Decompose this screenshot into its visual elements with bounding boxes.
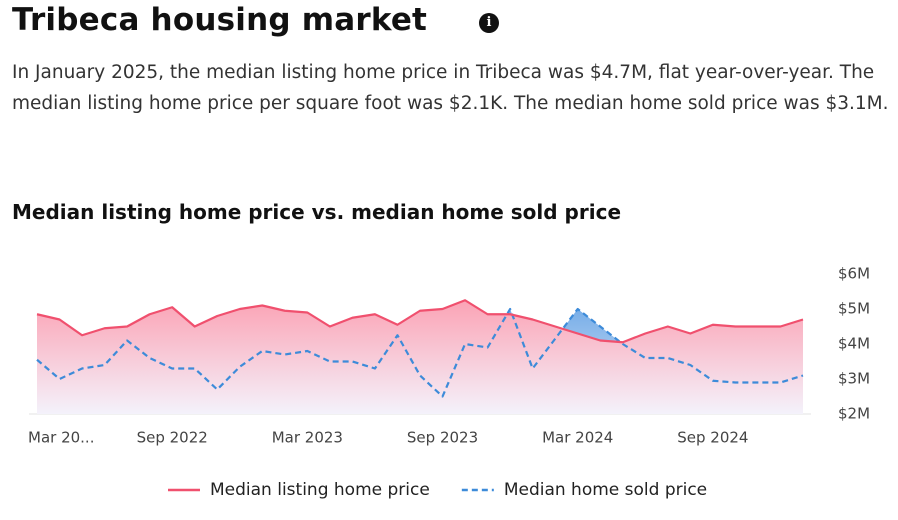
x-tick-label: Sep 2023 xyxy=(407,429,478,447)
description: In January 2025, the median listing home… xyxy=(12,62,889,114)
info-icon[interactable]: i xyxy=(479,13,499,33)
series-line xyxy=(36,307,804,398)
y-tick-label: $4M xyxy=(838,335,870,353)
y-tick-label: $3M xyxy=(838,370,870,388)
y-tick-label: $2M xyxy=(838,405,870,423)
x-tick-label: Mar 2023 xyxy=(272,429,343,447)
x-tick-label: Mar 2024 xyxy=(542,429,613,447)
area xyxy=(37,300,803,414)
x-tick-label: Mar 20... xyxy=(28,429,94,447)
legend-label: Median listing home price xyxy=(210,480,430,500)
legend-label: Median home sold price xyxy=(504,480,707,500)
y-tick-label: $5M xyxy=(838,300,870,318)
series-line xyxy=(36,299,804,344)
page-title: Tribeca housing market xyxy=(12,2,428,38)
x-tick-label: Sep 2022 xyxy=(137,429,208,447)
x-tick-label: Sep 2024 xyxy=(677,429,748,447)
y-tick-label: $6M xyxy=(838,265,870,283)
chart-title: Median listing home price vs. median hom… xyxy=(12,200,622,224)
